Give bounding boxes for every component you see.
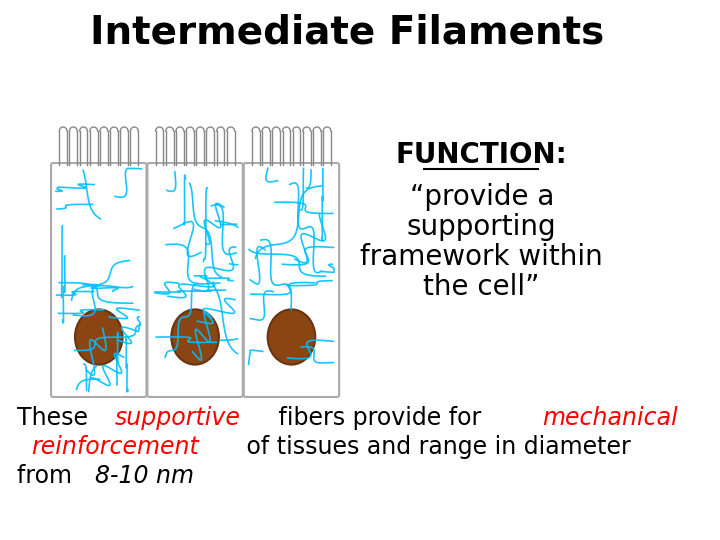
FancyBboxPatch shape xyxy=(244,163,339,397)
Text: supportive: supportive xyxy=(115,406,240,430)
FancyBboxPatch shape xyxy=(148,163,243,397)
Text: FUNCTION:: FUNCTION: xyxy=(396,141,567,169)
Text: These: These xyxy=(17,406,96,430)
Ellipse shape xyxy=(75,309,122,364)
Text: of tissues and range in diameter: of tissues and range in diameter xyxy=(239,435,631,459)
Text: fibers provide for: fibers provide for xyxy=(271,406,489,430)
Text: the cell”: the cell” xyxy=(423,273,540,301)
Text: supporting: supporting xyxy=(407,213,557,241)
FancyBboxPatch shape xyxy=(51,163,146,397)
Text: reinforcement: reinforcement xyxy=(31,435,199,459)
Text: Intermediate Filaments: Intermediate Filaments xyxy=(90,13,604,51)
Text: mechanical: mechanical xyxy=(542,406,678,430)
Ellipse shape xyxy=(171,309,219,364)
Text: “provide a: “provide a xyxy=(410,183,554,211)
Ellipse shape xyxy=(268,309,315,364)
Text: from: from xyxy=(17,464,80,488)
Text: framework within: framework within xyxy=(361,243,603,271)
Text: 8-10 nm: 8-10 nm xyxy=(95,464,194,488)
